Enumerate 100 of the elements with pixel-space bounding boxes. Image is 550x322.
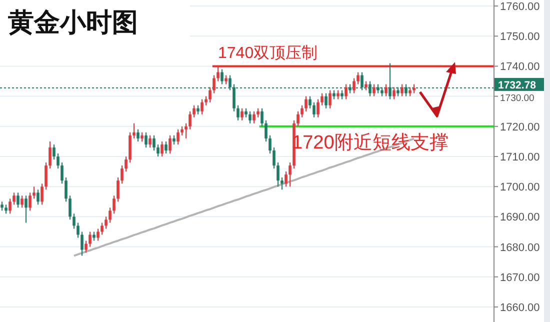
candlestick <box>108 207 112 224</box>
candlestick <box>60 162 64 184</box>
candlestick <box>24 195 28 224</box>
candlestick <box>8 198 12 214</box>
candlestick <box>200 98 204 115</box>
candlestick <box>284 171 288 188</box>
candlestick <box>92 231 96 242</box>
candlestick <box>256 108 260 118</box>
candlestick <box>260 108 264 127</box>
candlestick <box>16 192 20 208</box>
y-tick-label: 1660.00 <box>500 302 540 314</box>
candlestick <box>280 177 284 190</box>
candlestick <box>276 162 280 188</box>
y-tick-label: 1760.00 <box>500 1 540 14</box>
candlestick <box>164 140 168 154</box>
candlestick <box>104 216 108 230</box>
candlestick <box>336 90 340 100</box>
candlestick <box>180 126 184 136</box>
candlestick <box>80 231 84 256</box>
chart-title: 黄金小时图 <box>7 7 138 37</box>
candlestick <box>64 177 68 202</box>
candlestick <box>296 110 300 127</box>
candlestick <box>412 84 416 94</box>
candlestick <box>0 201 4 212</box>
candlestick <box>340 90 344 100</box>
candlestick <box>308 96 312 109</box>
candlestick <box>212 74 216 94</box>
candlestick <box>120 165 124 184</box>
candlestick <box>328 90 332 109</box>
candlestick <box>288 162 292 188</box>
candlestick <box>264 120 268 142</box>
candlestick <box>356 72 360 85</box>
candlestick <box>48 140 52 170</box>
candlestick <box>352 78 356 94</box>
candlestick <box>76 222 80 238</box>
y-tick-label: 1730.00 <box>500 92 534 104</box>
candlestick <box>272 146 276 170</box>
candlestick <box>116 177 120 202</box>
candlestick <box>184 122 188 139</box>
candlestick <box>40 183 44 206</box>
candlestick <box>132 122 136 139</box>
candlestick <box>88 231 92 248</box>
candlestick <box>124 156 128 172</box>
candlestick <box>96 228 100 242</box>
candlestick <box>52 144 56 160</box>
candlestick <box>364 80 368 91</box>
candlestick <box>344 84 348 100</box>
ref-line-label: 1740双顶压制 <box>218 44 318 62</box>
candlestick <box>36 189 40 206</box>
y-tick-label: 1670.00 <box>500 272 540 284</box>
candlestick <box>4 204 8 214</box>
candlestick <box>224 74 228 85</box>
y-tick-label: 1750.00 <box>500 31 540 44</box>
candlestick <box>68 195 72 220</box>
candlestick <box>144 132 148 148</box>
candlestick <box>392 86 396 100</box>
candlestick <box>20 195 24 208</box>
candlestick <box>384 84 388 97</box>
candlestick <box>236 104 240 121</box>
candlestick <box>300 104 304 118</box>
candlestick <box>112 195 116 214</box>
candlestick <box>240 108 244 121</box>
candlestick <box>136 128 140 142</box>
candlestick <box>204 96 208 106</box>
candlestick <box>28 192 32 212</box>
candlestick <box>72 213 76 230</box>
candlestick <box>100 222 104 236</box>
candlestick <box>196 104 200 115</box>
candlestick <box>400 84 404 97</box>
y-tick-label: 1710.00 <box>500 151 540 164</box>
candlestick <box>188 110 192 130</box>
y-tick-label: 1700.00 <box>500 182 540 194</box>
y-tick-label: 1680.00 <box>500 242 540 254</box>
candlestick <box>312 102 316 118</box>
candlestick <box>372 84 376 97</box>
y-tick-label: 1740.00 <box>500 61 540 74</box>
y-tick-label: 1720.00 <box>500 121 540 134</box>
candlestick <box>304 96 308 112</box>
candlestick <box>172 134 176 145</box>
candlestick <box>324 92 328 109</box>
y-tick-label: 1690.00 <box>500 212 540 224</box>
candlestick <box>140 132 144 142</box>
candlestick <box>316 98 320 118</box>
candlestick <box>268 134 272 154</box>
candlestick <box>192 104 196 118</box>
candlestick <box>44 162 48 190</box>
candlestick <box>208 86 212 103</box>
candlestick <box>160 140 164 157</box>
candlestick <box>248 110 252 124</box>
candlestick <box>152 134 156 151</box>
candlestick <box>32 186 36 200</box>
candlestick <box>156 144 160 157</box>
ref-line-label: 1732.78 <box>498 79 536 92</box>
candlestick <box>332 90 336 100</box>
candlestick <box>168 134 172 154</box>
candlestick <box>56 152 60 170</box>
candlestick <box>216 66 220 82</box>
candlestick <box>176 128 180 145</box>
candlestick <box>148 134 152 148</box>
candlestick <box>220 68 224 85</box>
